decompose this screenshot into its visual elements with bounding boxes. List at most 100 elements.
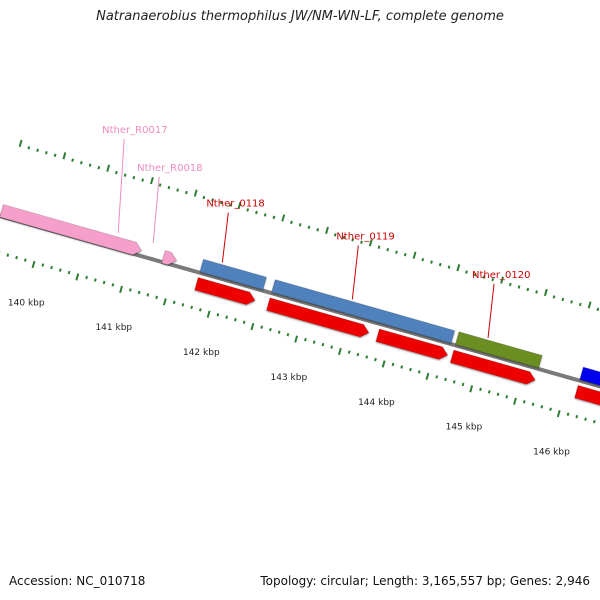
tick-mark bbox=[365, 355, 369, 359]
tick-mark bbox=[146, 293, 150, 297]
tick-mark bbox=[93, 278, 97, 282]
tick-mark bbox=[18, 139, 23, 148]
tick-mark bbox=[71, 158, 74, 162]
tick-mark bbox=[41, 263, 45, 267]
scale-label: 142 kbp bbox=[183, 348, 220, 358]
tick-mark bbox=[368, 239, 373, 247]
tick-mark bbox=[356, 352, 360, 357]
tick-mark bbox=[255, 210, 258, 215]
tick-mark bbox=[44, 151, 48, 155]
tick-mark bbox=[425, 372, 430, 381]
tick-mark bbox=[561, 297, 565, 302]
tick-mark bbox=[50, 265, 53, 270]
tick-mark bbox=[381, 360, 386, 368]
tick-mark bbox=[23, 258, 27, 262]
tick-mark bbox=[522, 400, 526, 404]
tick-mark bbox=[58, 268, 62, 272]
tick-mark bbox=[79, 160, 83, 165]
tick-mark bbox=[97, 165, 101, 170]
tick-mark bbox=[220, 200, 223, 205]
tick-mark bbox=[190, 305, 194, 310]
tick-mark bbox=[435, 375, 439, 379]
tick-mark bbox=[386, 247, 390, 252]
tick-mark bbox=[330, 345, 334, 349]
forward-gene-bar bbox=[271, 278, 456, 344]
label-leader-line bbox=[117, 138, 125, 233]
tick-mark bbox=[321, 342, 325, 347]
tick-mark bbox=[172, 300, 176, 305]
tick-mark bbox=[225, 315, 229, 319]
feature-track bbox=[0, 203, 600, 406]
tick-mark bbox=[88, 163, 92, 167]
tick-mark bbox=[491, 277, 495, 282]
reverse-gene-arrow bbox=[449, 349, 536, 385]
tick-marks: 140 kbp 141 kbp 142 kbp 143 kbp 144 kbp 145 k… bbox=[0, 139, 600, 458]
tick-mark bbox=[234, 318, 237, 322]
tick-mark bbox=[526, 287, 530, 292]
tick-mark bbox=[496, 392, 500, 397]
tick-mark bbox=[162, 298, 167, 306]
tick-mark bbox=[395, 250, 398, 254]
tick-mark bbox=[325, 226, 329, 235]
tick-mark bbox=[6, 253, 10, 257]
forward-gene-bar bbox=[579, 366, 600, 386]
tick-mark bbox=[500, 276, 505, 284]
tick-mark bbox=[430, 260, 433, 264]
tick-mark bbox=[290, 220, 293, 225]
tick-mark bbox=[250, 323, 255, 331]
gene-label: Nther_R0017 bbox=[102, 125, 167, 136]
tick-mark bbox=[106, 164, 111, 172]
tick-mark bbox=[438, 262, 442, 267]
tick-mark bbox=[347, 350, 351, 354]
tick-mark bbox=[374, 357, 377, 362]
tick-mark bbox=[199, 308, 202, 312]
scale-label: 144 kbp bbox=[358, 398, 395, 408]
tick-mark bbox=[421, 257, 425, 262]
tick-mark bbox=[487, 390, 491, 394]
tick-mark bbox=[584, 417, 587, 421]
tick-mark bbox=[505, 395, 509, 399]
tick-mark bbox=[167, 185, 171, 190]
tick-mark bbox=[242, 320, 246, 324]
tick-mark bbox=[128, 288, 132, 292]
tick-mark bbox=[549, 407, 552, 411]
label-leader-line bbox=[221, 212, 229, 263]
tick-mark bbox=[141, 178, 145, 182]
tick-mark bbox=[312, 340, 316, 344]
tick-mark bbox=[575, 415, 579, 419]
tick-mark bbox=[479, 387, 482, 392]
tick-mark bbox=[27, 146, 31, 150]
tick-mark bbox=[342, 235, 346, 239]
tick-mark bbox=[403, 252, 407, 257]
tick-mark bbox=[36, 148, 39, 152]
tick-mark bbox=[298, 223, 302, 227]
tick-mark bbox=[417, 370, 421, 374]
tick-mark bbox=[119, 285, 123, 294]
tick-mark bbox=[377, 245, 381, 249]
tick-mark bbox=[391, 362, 395, 367]
tick-mark bbox=[513, 397, 517, 405]
tick-mark bbox=[596, 307, 600, 312]
rna-feature bbox=[161, 249, 178, 266]
tick-mark bbox=[543, 288, 548, 297]
tick-mark bbox=[260, 325, 264, 329]
rna-feature bbox=[0, 203, 143, 256]
tick-mark bbox=[535, 290, 538, 294]
tick-mark bbox=[237, 201, 242, 210]
tick-mark bbox=[570, 300, 573, 304]
scale-label: 141 kbp bbox=[95, 323, 132, 333]
gene-label: Nther_R0018 bbox=[137, 163, 202, 174]
tick-mark bbox=[447, 265, 451, 269]
label-leader-line bbox=[351, 245, 359, 300]
tick-mark bbox=[566, 412, 570, 416]
tick-mark bbox=[111, 283, 115, 287]
tick-mark bbox=[540, 405, 544, 409]
accession-label: Accession: NC_010718 bbox=[9, 574, 146, 588]
tick-mark bbox=[53, 153, 57, 157]
scale-label: 143 kbp bbox=[271, 373, 308, 383]
tick-mark bbox=[137, 290, 141, 295]
tick-mark bbox=[272, 215, 276, 220]
tick-mark bbox=[587, 301, 592, 309]
forward-gene-bar bbox=[199, 258, 268, 291]
